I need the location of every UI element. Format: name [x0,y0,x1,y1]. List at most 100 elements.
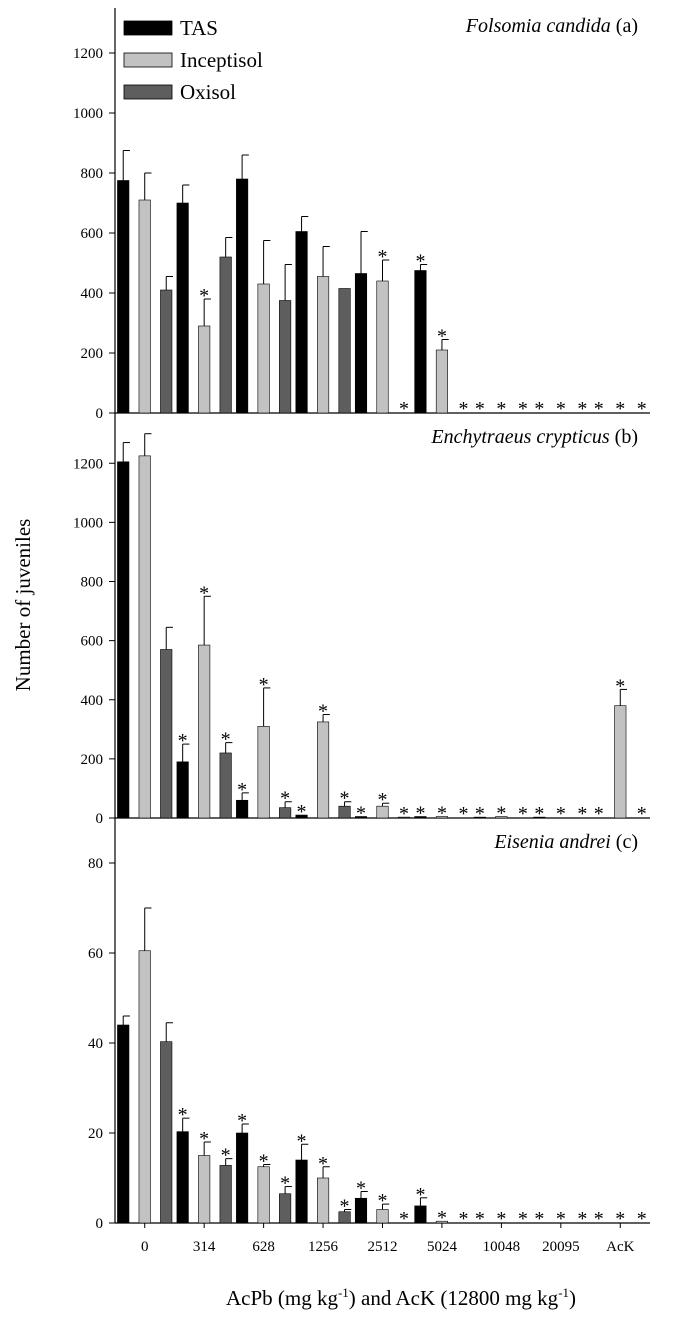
significance-star: * [199,285,209,307]
bar-oxisol [160,289,173,414]
significance-star: * [280,788,290,810]
significance-star: * [496,1208,506,1230]
significance-star: * [318,701,328,723]
significance-star: * [577,1208,587,1230]
bar-inceptisol [495,816,508,819]
significance-star: * [475,398,485,420]
significance-star: * [577,398,587,420]
bar-oxisol [219,1165,232,1224]
bar-inceptisol [138,950,151,1224]
panel-b: 0 200 400 600 800 1000 1200 Enchytraeus cryptic… [73,426,650,827]
bar-tas [354,816,368,819]
significance-star: * [534,398,544,420]
significance-star: * [637,398,647,420]
y-tick-label: 800 [81,575,104,591]
y-tick-label: 1000 [73,106,103,122]
bar-tas [295,814,308,819]
significance-star: * [556,398,566,420]
legend: TAS Inceptisol Oxisol [123,16,263,104]
bar-inceptisol [198,644,211,819]
significance-star: * [318,1153,328,1175]
bar-oxisol [338,288,351,414]
bar-inceptisol [435,816,448,819]
bar-inceptisol [257,283,270,414]
y-tick-label: 0 [96,1216,104,1232]
significance-star: * [437,326,447,348]
panel-c: 0 20 40 60 80 Eisenia andrei (c) 0 * * * 314 * * * 628… [88,831,647,1255]
significance-star: * [458,398,468,420]
bar-oxisol [219,752,232,819]
significance-star: * [237,1110,247,1132]
y-tick-label: 600 [81,226,104,242]
x-tick-label: 0 [141,1239,149,1255]
panel-title: Eisenia andrei (c) [493,831,638,853]
significance-star: * [496,803,506,825]
bar-tas [295,1159,308,1224]
significance-star: * [556,1208,566,1230]
significance-star: * [199,582,209,604]
significance-star: * [518,398,528,420]
bar-inceptisol [317,721,330,819]
bar-tas [414,816,427,819]
significance-star: * [178,1104,188,1126]
bar-inceptisol [198,325,211,414]
y-tick-label: 20 [88,1126,103,1142]
significance-star: * [199,1128,209,1150]
significance-star: * [178,730,188,752]
significance-star: * [378,1190,388,1212]
significance-star: * [615,675,625,697]
bar-inceptisol [614,705,627,819]
y-tick-label: 0 [96,811,104,827]
bar-oxisol [219,256,232,414]
panel-a: 0 200 400 600 800 1000 1200 Folsomia candida (a… [73,15,650,422]
bar-inceptisol [257,1166,270,1224]
panel-title: Enchytraeus crypticus (b) [430,426,638,448]
significance-star: * [399,803,409,825]
y-tick-label: 400 [81,693,104,709]
bar-tas [236,178,249,414]
bar-tas [473,816,486,819]
bar-tas [295,231,308,414]
significance-star: * [415,251,425,273]
y-tick-label: 80 [88,856,103,872]
bar-inceptisol [435,349,448,414]
significance-star: * [518,1208,528,1230]
bar-inceptisol [317,1177,330,1224]
y-tick-label: 800 [81,166,104,182]
significance-star: * [297,1130,307,1152]
significance-star: * [594,1208,604,1230]
bar-tas [176,1131,189,1224]
legend-swatch-inceptisol [123,52,173,68]
significance-star: * [340,1196,350,1218]
significance-star: * [637,803,647,825]
legend-label-oxisol: Oxisol [180,80,236,104]
bar-oxisol [397,816,411,819]
significance-star: * [475,1208,485,1230]
bar-tas [533,816,546,819]
y-axis-title: Number of juveniles [11,519,35,692]
y-tick-label: 200 [81,752,104,768]
significance-star: * [437,803,447,825]
legend-label-inceptisol: Inceptisol [180,48,263,72]
significance-star: * [496,398,506,420]
significance-star: * [415,1184,425,1206]
significance-star: * [356,1178,366,1200]
significance-star: * [518,803,528,825]
x-axis-title: AcPb (mg kg-1) and AcK (12800 mg kg-1) [226,1285,576,1310]
bar-tas [117,180,130,414]
significance-star: * [415,803,425,825]
y-tick-label: 1000 [73,515,103,531]
significance-star: * [534,1208,544,1230]
y-tick-label: 1200 [73,46,103,62]
bar-tas [236,1132,249,1224]
bar-tas [117,461,130,819]
y-tick-label: 400 [81,286,104,302]
bar-tas [414,270,427,414]
y-tick-label: 1200 [73,456,103,472]
bar-tas [117,1024,130,1224]
x-tick-label: 1256 [308,1239,339,1255]
bar-tas [176,761,189,819]
legend-label-tas: TAS [180,16,218,40]
